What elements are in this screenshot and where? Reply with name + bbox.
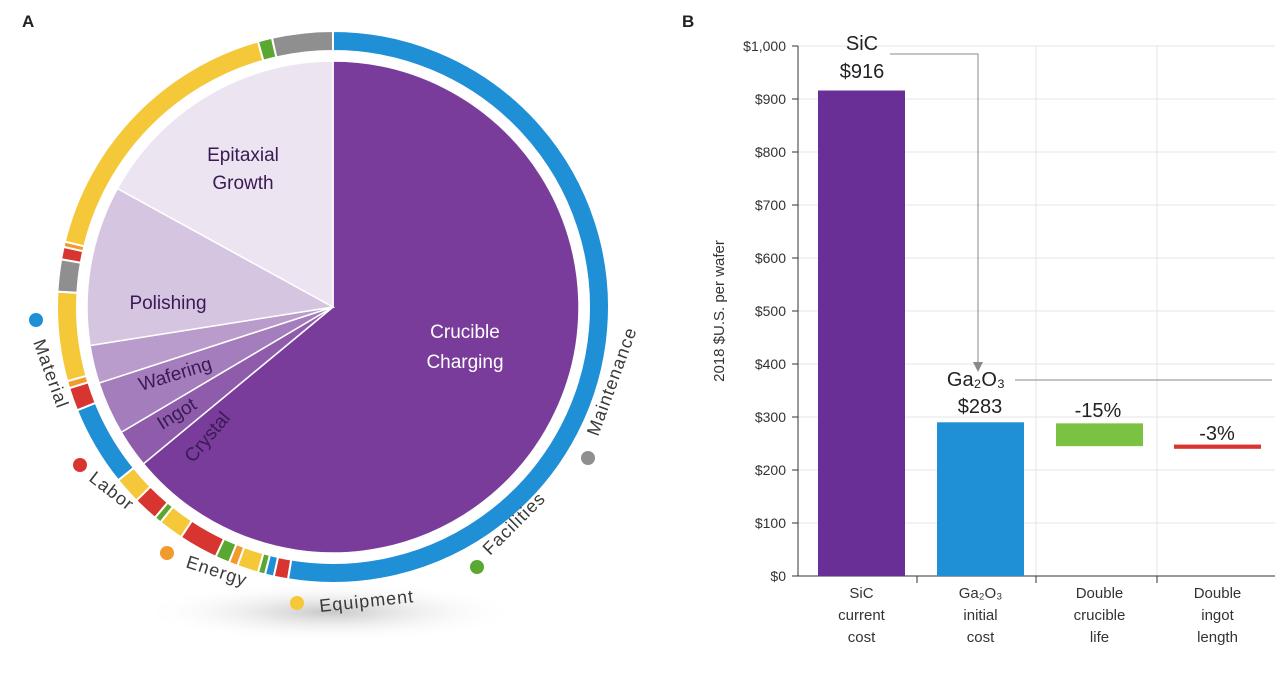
outer-segment-maintenance-21: [270, 29, 334, 59]
pie-shadow: [140, 582, 520, 642]
y-tick-label: $900: [755, 91, 786, 107]
legend-dot-material: [29, 313, 43, 327]
slice-label-polishing: Polishing: [129, 293, 206, 314]
x-category-label: Double: [1076, 585, 1124, 602]
pie-slice-epitaxial-growth: [116, 60, 334, 309]
x-category-label: cost: [848, 629, 876, 646]
bar-annotation: -15%: [1075, 400, 1122, 422]
slice-label-line: Epitaxial: [207, 145, 279, 166]
pie-slice-polishing: [86, 187, 336, 347]
slice-label-epitaxial-growth: Epitaxial Growth: [207, 145, 279, 194]
y-tick-label: $200: [755, 462, 786, 478]
bar-annotation: $283: [958, 396, 1003, 418]
y-tick-label: $800: [755, 144, 786, 160]
pie-slice-crucible-charging: [142, 60, 580, 554]
panel-letter-a: A: [22, 12, 34, 31]
x-category-label: crucible: [1074, 607, 1126, 624]
x-category-label: initial: [963, 607, 997, 624]
bar-double-ingot-length: [1174, 444, 1261, 449]
x-category-label: cost: [967, 629, 995, 646]
pie-chart: Crucible ChargingCrystalIngotWaferingPoli…: [29, 29, 641, 616]
x-category-label: Ga₂O₃: [959, 585, 1003, 602]
legend-dot-equipment: [290, 596, 304, 610]
slice-label-line: Crucible: [430, 322, 500, 343]
bar-annotation: SiC: [846, 33, 878, 55]
bar-double-crucible-life: [1056, 423, 1143, 447]
panel-letter-b: B: [682, 12, 694, 31]
y-tick-label: $400: [755, 356, 786, 372]
slice-label-line: Growth: [212, 173, 273, 194]
bar-chart: $0 $100 $200 $300 $400 $500 $600 $700 $800 $900 $1…: [711, 33, 1275, 646]
bar-annotation: Ga₂O₃: [947, 369, 1005, 391]
x-category-label: life: [1090, 629, 1109, 646]
y-tick-label: $500: [755, 303, 786, 319]
slice-label-line: Charging: [426, 352, 503, 373]
y-tick-label: $600: [755, 250, 786, 266]
y-tick-label: $1,000: [743, 38, 786, 54]
legend-dot-labor: [73, 458, 87, 472]
bar-annotation: -3%: [1199, 423, 1235, 445]
outer-segment-equipment-15: [56, 290, 88, 383]
x-category-label: current: [838, 607, 886, 624]
y-tick-label: $0: [770, 568, 786, 584]
y-tick-label: $300: [755, 409, 786, 425]
x-category-label: SiC: [849, 585, 873, 602]
bar-annotation: $916: [840, 61, 885, 83]
connector-arrow: [890, 53, 979, 368]
x-category-label: ingot: [1201, 607, 1234, 624]
x-category-label: length: [1197, 629, 1238, 646]
bar-sic-current-cost: [818, 90, 905, 577]
legend-dot-facilities: [470, 560, 484, 574]
y-tick-label: $700: [755, 197, 786, 213]
bar-ga-o-initial-cost: [937, 422, 1024, 576]
outer-segment-maintenance-16: [56, 258, 83, 294]
arrow-head: [973, 362, 983, 372]
y-axis-label: 2018 $U.S. per wafer: [711, 240, 728, 382]
y-tick-label: $100: [755, 515, 786, 531]
legend-dot-maintenance: [581, 451, 595, 465]
x-category-label: Double: [1194, 585, 1242, 602]
legend-dot-energy: [160, 546, 174, 560]
slice-label-crucible-charging: Crucible Charging: [426, 322, 503, 373]
